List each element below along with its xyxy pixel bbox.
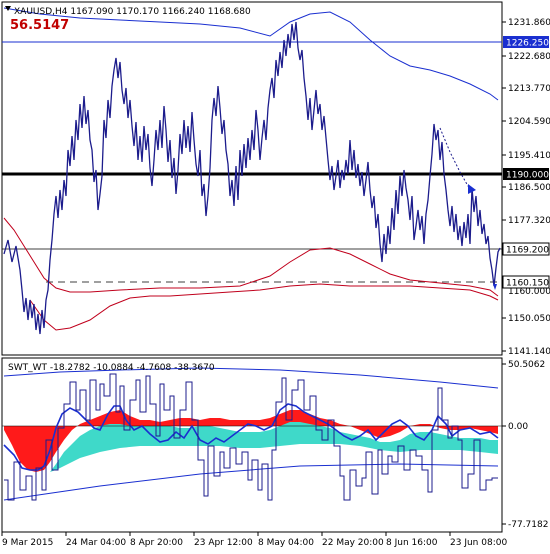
price-tick: 1204.590 bbox=[508, 117, 550, 127]
oscillator-axis[interactable]: 50.5062 0.00 -77.7182 bbox=[502, 360, 548, 530]
oscillator-fast-line bbox=[3, 403, 499, 471]
red-ma-lower bbox=[29, 283, 499, 331]
price-panel[interactable] bbox=[1, 1, 503, 356]
price-axis[interactable]: 1231.860 1222.680 1213.770 1204.590 1195… bbox=[502, 18, 550, 357]
upper-envelope-line bbox=[3, 7, 499, 101]
price-tick: 1186.500 bbox=[508, 183, 550, 193]
price-tick: 1141.140 bbox=[508, 347, 550, 357]
oscillator-lower-channel bbox=[3, 463, 499, 501]
dropdown-triangle-icon[interactable] bbox=[5, 6, 11, 11]
oscillator-fill-cyan bbox=[50, 422, 498, 472]
red-ma-upper bbox=[3, 217, 499, 297]
blue-level-tag-label: 1226.250 bbox=[506, 39, 549, 49]
time-tick: 9 Mar 2015 bbox=[2, 538, 53, 548]
time-axis[interactable]: 9 Mar 2015 24 Mar 04:00 8 Apr 20:00 23 A… bbox=[1, 532, 507, 548]
signal-arrow-icon bbox=[493, 284, 497, 290]
price-tick: 1177.320 bbox=[508, 216, 550, 226]
trend-arrow-line bbox=[439, 127, 475, 191]
pending-line-tag-label: 1160.150 bbox=[506, 279, 549, 289]
oscillator-tick: 0.00 bbox=[508, 422, 528, 432]
price-tick: 1222.680 bbox=[508, 52, 550, 62]
price-tick: 1231.860 bbox=[508, 18, 550, 28]
price-tick: 1213.770 bbox=[508, 84, 550, 94]
current-price-tag bbox=[502, 242, 550, 256]
time-tick: 8 Apr 20:00 bbox=[130, 538, 183, 548]
oscillator-upper-channel bbox=[3, 367, 499, 389]
key-level-tag-label: 1190.000 bbox=[506, 171, 549, 181]
time-tick: 23 Apr 12:00 bbox=[194, 538, 253, 548]
overlay-value: 56.5147 bbox=[10, 18, 69, 33]
time-tick: 23 Jun 08:00 bbox=[450, 538, 507, 548]
pending-line-tag bbox=[502, 275, 550, 289]
key-level-tag bbox=[503, 168, 549, 180]
oscillator-tick: 50.5062 bbox=[508, 360, 545, 370]
oscillator-header: SWT_WT -18.2782 -10.0884 -4.7608 -38.367… bbox=[8, 363, 215, 373]
current-price-tag-label: 1169.200 bbox=[506, 246, 549, 256]
time-tick: 8 Jun 16:00 bbox=[386, 538, 438, 548]
trend-arrow-head bbox=[468, 184, 476, 194]
symbol-header: XAUUSD,H4 1167.090 1170.170 1166.240 116… bbox=[14, 7, 251, 17]
price-series bbox=[3, 21, 501, 335]
time-tick: 24 Mar 04:00 bbox=[66, 538, 126, 548]
price-tick: 1150.050 bbox=[508, 314, 550, 324]
time-tick: 8 May 04:00 bbox=[258, 538, 314, 548]
price-tick: 1160.000 bbox=[508, 287, 550, 297]
blue-level-tag bbox=[503, 36, 549, 48]
price-tick: 1195.410 bbox=[508, 151, 550, 161]
oscillator-tick: -77.7182 bbox=[508, 520, 548, 530]
oscillator-raw-line bbox=[4, 373, 498, 501]
time-tick: 22 May 20:00 bbox=[322, 538, 384, 548]
